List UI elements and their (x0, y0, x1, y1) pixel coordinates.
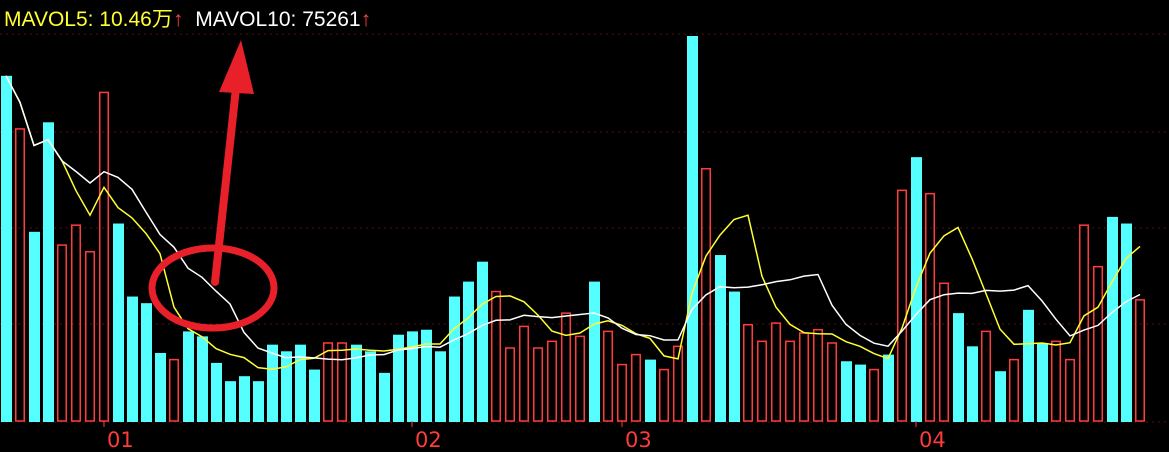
volume-bar-down (1023, 309, 1034, 422)
volume-bar-down (687, 36, 698, 422)
volume-bar-down (435, 351, 446, 422)
volume-bar-down (253, 381, 264, 422)
volume-bar-up (1135, 299, 1145, 422)
volume-bar-up (673, 345, 683, 422)
volume-bar-down (197, 336, 208, 422)
volume-bar-down (183, 331, 194, 422)
volume-bar-down (911, 157, 922, 422)
volume-bar-down (141, 303, 152, 422)
volume-bar-up (169, 358, 179, 422)
volume-bar-up (1065, 358, 1075, 422)
volume-bar-up (869, 368, 879, 422)
volume-bar-down (239, 376, 250, 422)
volume-bar-down (29, 231, 40, 422)
volume-bar-down (127, 296, 138, 422)
annotation-circle (148, 244, 278, 332)
volume-bar-up (939, 282, 949, 422)
volume-bar-up (71, 224, 81, 422)
mavol5-value: MAVOL5: 10.46万 (4, 8, 173, 31)
month-label: 03 (625, 428, 652, 452)
volume-bar-up (617, 363, 627, 422)
volume-bar-down (729, 291, 740, 422)
annotation-arrow-shaft (211, 84, 240, 286)
volume-bar-down (1037, 343, 1048, 422)
volume-bar-down (407, 331, 418, 422)
volume-bar-up (323, 342, 333, 422)
volume-bar-down (953, 313, 964, 422)
month-label: 01 (107, 428, 134, 452)
volume-bar-down (645, 359, 656, 422)
volume-bar-up (1093, 265, 1103, 422)
volume-bar-up (981, 330, 991, 422)
month-label: 02 (415, 428, 442, 452)
volume-bar-up (743, 324, 753, 422)
volume-bar-down (43, 122, 54, 423)
volume-bar-up (533, 347, 543, 422)
volume-bar-down (883, 354, 894, 422)
volume-bar-down (295, 344, 306, 422)
annotation-arrow-head (219, 40, 254, 94)
volume-bar-down (463, 281, 474, 422)
volume-bar-up (631, 353, 641, 422)
volume-bar-up (799, 332, 809, 422)
volume-bar-up (1009, 358, 1019, 422)
volume-bar-down (1107, 216, 1118, 422)
volume-bar-down (589, 281, 600, 422)
volume-bar-up (99, 91, 109, 422)
volume-bar-up (85, 250, 95, 422)
volume-bar-up (491, 290, 501, 422)
volume-bar-up (57, 244, 67, 422)
mavol10-value: MAVOL10: 75261 (195, 8, 361, 31)
volume-bar-up (575, 335, 585, 422)
volume-bar-down (281, 351, 292, 422)
volume-bar-up (813, 328, 823, 422)
volume-bar-down (351, 344, 362, 422)
volume-bar-down (113, 223, 124, 422)
annotation (148, 40, 278, 332)
volume-bar-up (15, 128, 25, 422)
volume-bar-up (659, 368, 669, 422)
volume-bar-down (715, 255, 726, 422)
volume-bar-up (785, 340, 795, 422)
volume-bar-up (519, 325, 529, 422)
volume-bar-down (365, 351, 376, 422)
volume-bar-up (827, 342, 837, 422)
volume-bar-up (547, 340, 557, 422)
volume-bar-down (995, 371, 1006, 422)
volume-bar-up (757, 340, 767, 422)
volume-bar-down (855, 364, 866, 422)
volume-bar-up (771, 322, 781, 422)
volume-bar-down (1121, 223, 1132, 422)
volume-bar-down (267, 344, 278, 422)
volume-bar-down (841, 361, 852, 422)
volume-bar-up (337, 342, 347, 422)
volume-bar-down (309, 369, 320, 422)
volume-bar-down (1, 75, 12, 423)
volume-bar-up (1051, 340, 1061, 422)
volume-bar-up (897, 189, 907, 422)
volume-bar-up (505, 347, 515, 422)
mavol10-line (5, 75, 1141, 361)
volume-bar-down (967, 346, 978, 422)
arrow-up-icon: ↑ (172, 8, 184, 31)
volume-bar-down (155, 352, 166, 422)
volume-bar-down (211, 362, 222, 422)
indicator-header: MAVOL5: 10.46万↑ MAVOL10: 75261↑ (4, 3, 371, 33)
month-label: 04 (919, 428, 946, 452)
arrow-up-icon: ↑ (360, 8, 372, 31)
volume-bar-down (449, 296, 460, 422)
volume-bar-up (603, 330, 613, 422)
volume-bar-down (477, 261, 488, 422)
mavol5-line (5, 75, 1141, 370)
volume-bar-down (393, 334, 404, 422)
volume-bar-up (561, 312, 571, 422)
volume-bar-up (701, 168, 711, 422)
volume-bar-down (379, 372, 390, 422)
volume-bar-up (925, 192, 935, 422)
volume-bar-down (225, 381, 236, 422)
volume-bar-down (421, 329, 432, 422)
